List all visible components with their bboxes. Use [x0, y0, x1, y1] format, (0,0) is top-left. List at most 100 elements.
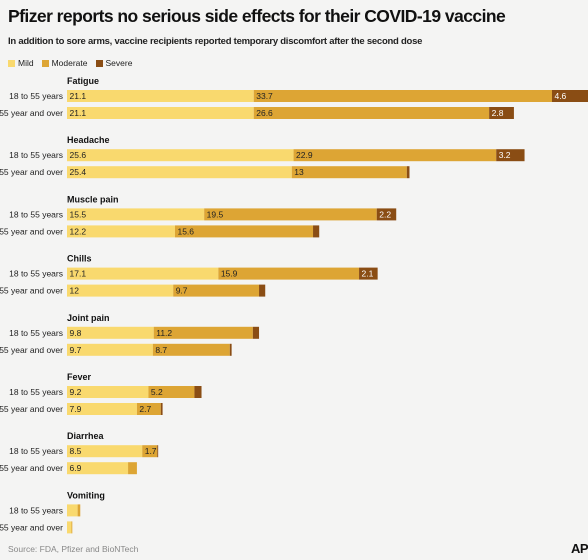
data-label: 25.4: [70, 167, 87, 177]
data-label: 6.9: [70, 463, 82, 473]
data-label: 21.1: [70, 108, 87, 118]
bar-segment-severe: [489, 107, 514, 119]
bar-segment-severe: [229, 343, 232, 356]
legend-label-severe: Severe: [105, 58, 133, 68]
legend-swatch-severe: [95, 59, 103, 67]
group-label-fatigue: Fatigue: [67, 76, 99, 86]
bar-segment-severe: [259, 284, 266, 297]
group-label-fever: Fever: [67, 372, 92, 382]
legend-item-mild: Mild: [8, 58, 34, 68]
data-label: 19.5: [207, 209, 224, 219]
row-label: 55 year and over: [0, 167, 63, 177]
data-label: 8.7: [155, 345, 167, 355]
data-label: 33.7: [256, 91, 273, 101]
data-label: 26.6: [256, 108, 273, 118]
data-label: 2.2: [379, 209, 391, 219]
bar-segment-moderate: [136, 403, 161, 415]
data-label: 9.2: [70, 387, 82, 397]
row-label: 55 year and over: [0, 345, 63, 355]
data-label: 25.6: [70, 150, 87, 160]
data-label: 2.7: [139, 404, 151, 414]
data-label: 7.9: [70, 404, 82, 414]
bar-segment-moderate: [173, 284, 260, 297]
legend: Mild Moderate Severe: [8, 58, 140, 68]
group-label-headache: Headache: [67, 135, 110, 145]
data-label: 11.2: [156, 328, 172, 338]
data-label: 5.2: [151, 387, 163, 397]
chart-subtitle: In addition to sore arms, vaccine recipi…: [8, 36, 423, 47]
bar-segment-mild: [67, 326, 154, 339]
row-label: 18 to 55 years: [9, 209, 63, 219]
data-label: 15.9: [221, 269, 238, 279]
bar-segment-severe: [160, 403, 163, 415]
bar-segment-mild: [67, 107, 254, 119]
bar-segment-mild: [67, 149, 294, 162]
data-label: 9.8: [70, 328, 82, 338]
data-label: 4.6: [554, 91, 566, 101]
row-label: 18 to 55 years: [9, 150, 63, 160]
data-label: 15.5: [70, 209, 87, 219]
row-label: 18 to 55 years: [9, 328, 63, 338]
bar-segment-severe: [496, 149, 525, 162]
bar-segment-moderate: [291, 166, 407, 179]
data-label: 8.5: [70, 446, 82, 456]
legend-label-mild: Mild: [18, 58, 34, 68]
bar-segment-moderate: [204, 208, 377, 221]
legend-swatch-mild: [8, 59, 15, 67]
bar-segment-severe: [194, 386, 202, 398]
bar-segment-mild: [67, 403, 137, 415]
bar-segment-mild: [67, 90, 254, 102]
legend-item-severe: Severe: [95, 58, 133, 68]
bar-segment-moderate: [142, 445, 158, 458]
row-label: 18 to 55 years: [9, 269, 63, 279]
bar-segment-moderate: [148, 386, 195, 398]
bar-segment-mild: [67, 166, 292, 179]
data-label: 13: [294, 167, 304, 177]
bar-segment-moderate: [71, 521, 73, 534]
data-label: 1.7: [145, 446, 157, 456]
data-label: 12: [70, 286, 80, 296]
bar-segment-moderate: [128, 462, 137, 475]
bar-segment-moderate: [152, 343, 230, 356]
row-label: 55 year and over: [0, 522, 63, 532]
data-label: 15.6: [177, 226, 194, 236]
row-label: 55 year and over: [0, 463, 63, 473]
group-label-muscle-pain: Muscle pain: [67, 194, 119, 204]
data-label: 9.7: [70, 345, 82, 355]
bar-segment-severe: [406, 166, 410, 179]
bar-segment-mild: [67, 504, 78, 517]
row-label: 18 to 55 years: [9, 505, 63, 515]
group-label-vomiting: Vomiting: [67, 490, 105, 500]
bar-segment-severe: [252, 326, 260, 339]
bar-segment-moderate: [293, 149, 497, 162]
bar-segment-mild: [67, 343, 153, 356]
bar-segment-severe: [551, 90, 588, 102]
chart-title: Pfizer reports no serious side effects f…: [8, 6, 506, 26]
stacked-bar-chart: Fatigue 18 to 55 years 21.1 33.7 4.6 55 year …: [0, 76, 588, 534]
bar-segment-severe: [157, 445, 159, 458]
data-label: 2.8: [492, 108, 504, 118]
data-label: 22.9: [296, 150, 313, 160]
bar-segment-severe: [376, 208, 397, 221]
bar-segment-mild: [67, 267, 219, 280]
bar-segment-severe: [359, 267, 378, 280]
data-label: 9.7: [176, 286, 188, 296]
group-label-chills: Chills: [67, 254, 92, 264]
bar-segment-moderate: [253, 107, 490, 119]
data-label: 2.1: [362, 269, 374, 279]
ap-logo: AP: [570, 541, 588, 556]
bar-segment-mild: [67, 521, 72, 534]
row-label: 55 year and over: [0, 108, 63, 118]
legend-swatch-moderate: [41, 59, 49, 67]
bar-segment-moderate: [174, 225, 314, 238]
group-label-diarrhea: Diarrhea: [67, 431, 105, 441]
bar-segment-moderate: [218, 267, 360, 280]
legend-label-moderate: Moderate: [51, 58, 88, 68]
bar-segment-severe: [313, 225, 320, 238]
bar-segment-moderate: [77, 504, 81, 517]
data-label: 17.1: [70, 269, 87, 279]
row-label: 18 to 55 years: [9, 91, 63, 101]
row-label: 18 to 55 years: [9, 387, 63, 397]
bar-segment-mild: [67, 284, 174, 297]
row-label: 55 year and over: [0, 286, 63, 296]
